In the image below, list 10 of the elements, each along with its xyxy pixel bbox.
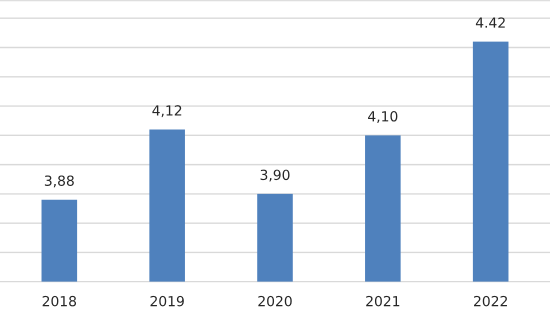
data-label: 4,10 xyxy=(368,111,398,123)
x-tick-label: 2022 xyxy=(474,296,507,306)
data-label: 4.42 xyxy=(476,17,505,28)
data-label: 3,88 xyxy=(44,175,74,188)
data-label: 4,12 xyxy=(152,105,182,118)
x-tick-label: 2018 xyxy=(42,296,76,306)
x-tick-label: 2020 xyxy=(258,296,292,306)
x-tick-label: 2021 xyxy=(366,296,400,306)
x-tick-label: 2019 xyxy=(150,296,184,306)
data-label: 3,90 xyxy=(260,170,290,182)
